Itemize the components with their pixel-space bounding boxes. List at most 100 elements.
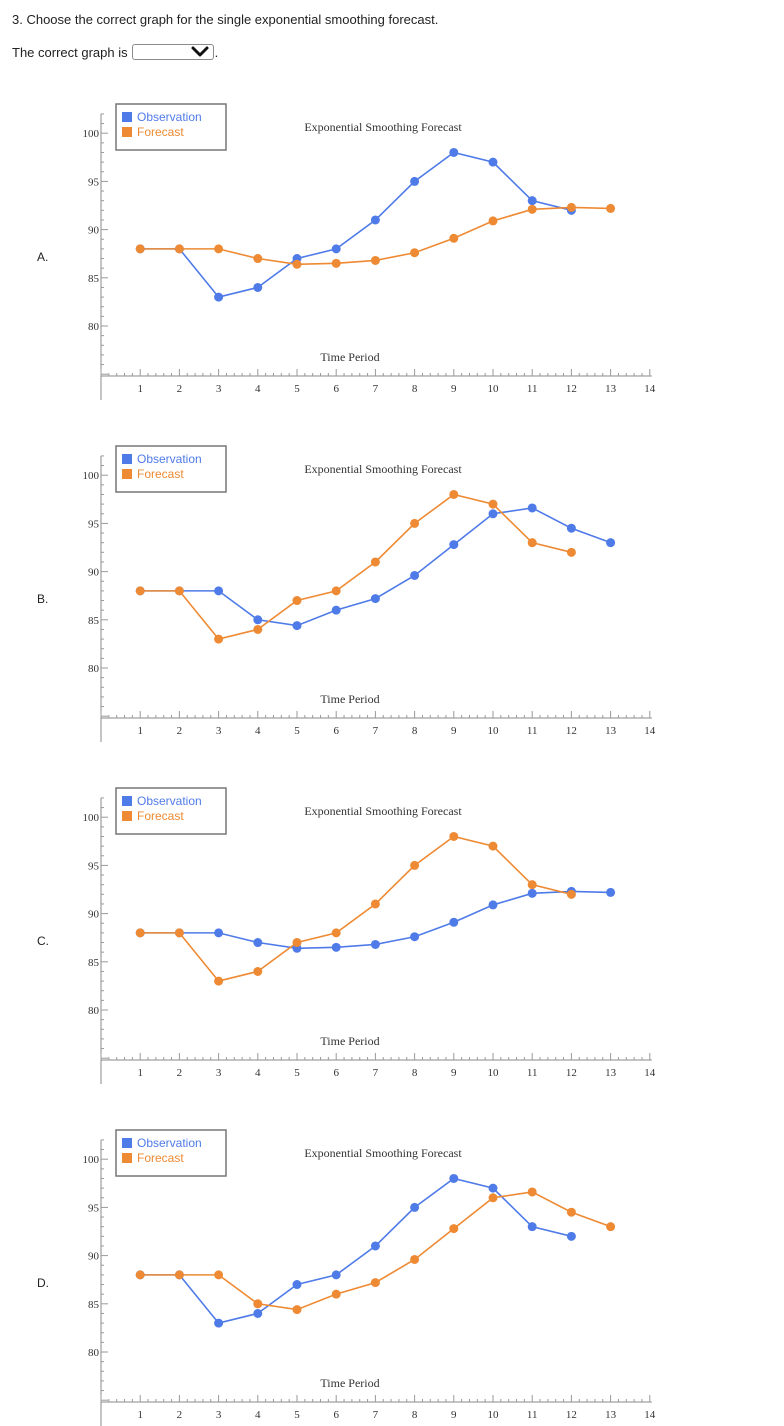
chart-title: Exponential Smoothing Forecast <box>304 462 462 476</box>
x-axis-label: Time Period <box>320 692 379 706</box>
y-tick-label: 90 <box>88 909 100 921</box>
data-point <box>253 966 263 976</box>
data-point <box>410 248 420 258</box>
data-point <box>449 917 459 927</box>
legend-box <box>115 445 227 493</box>
legend-label: Observation <box>137 1136 202 1150</box>
option-label-c: C. <box>37 934 49 948</box>
y-tick-label: 90 <box>88 1251 100 1263</box>
data-point <box>135 928 145 938</box>
series-line <box>140 493 572 640</box>
y-tick-label: 85 <box>88 957 100 969</box>
x-tick-label: 3 <box>216 383 222 395</box>
y-tick-label: 80 <box>88 321 100 333</box>
data-point <box>566 1231 576 1241</box>
y-tick-label: 85 <box>88 615 100 627</box>
x-tick-label: 1 <box>137 725 143 737</box>
question-text: 3. Choose the correct graph for the sing… <box>12 12 439 27</box>
x-tick-label: 6 <box>333 725 339 737</box>
data-point <box>449 233 459 243</box>
data-point <box>331 258 341 268</box>
x-tick-label: 7 <box>373 1067 379 1079</box>
x-tick-label: 3 <box>216 1067 222 1079</box>
data-point <box>606 203 616 213</box>
y-tick-label: 95 <box>88 176 100 188</box>
x-tick-label: 2 <box>177 1409 183 1421</box>
data-point <box>488 841 498 851</box>
x-tick-label: 1 <box>137 1067 143 1079</box>
x-tick-label: 14 <box>644 1067 656 1079</box>
answer-dropdown[interactable] <box>131 44 214 60</box>
x-tick-label: 14 <box>644 383 656 395</box>
legend-label: Forecast <box>137 125 184 139</box>
data-point <box>606 538 616 548</box>
x-tick-label: 6 <box>333 1409 339 1421</box>
y-tick-label: 80 <box>88 663 100 675</box>
x-tick-label: 4 <box>255 1409 261 1421</box>
data-point <box>253 615 263 625</box>
x-tick-label: 13 <box>605 383 617 395</box>
data-point <box>214 1270 224 1280</box>
data-point <box>449 1173 459 1183</box>
data-point <box>370 594 380 604</box>
x-tick-label: 10 <box>488 383 500 395</box>
data-point <box>566 889 576 899</box>
x-axis-label: Time Period <box>320 1376 379 1390</box>
series-line <box>140 151 572 298</box>
series-line <box>140 835 572 982</box>
x-tick-label: 13 <box>605 1409 617 1421</box>
y-tick-label: 100 <box>83 470 100 482</box>
data-point <box>253 1308 263 1318</box>
data-point <box>527 538 537 548</box>
data-point <box>566 547 576 557</box>
x-tick-label: 8 <box>412 1409 418 1421</box>
option-label-a: A. <box>37 250 49 264</box>
data-point <box>527 196 537 206</box>
x-tick-label: 10 <box>488 1409 500 1421</box>
legend-label: Forecast <box>137 809 184 823</box>
x-tick-label: 5 <box>294 383 300 395</box>
y-tick-label: 90 <box>88 567 100 579</box>
data-point <box>566 1207 576 1217</box>
y-tick-label: 100 <box>83 812 100 824</box>
x-tick-label: 3 <box>216 1409 222 1421</box>
data-point <box>174 244 184 254</box>
x-tick-label: 14 <box>644 725 656 737</box>
data-point <box>214 928 224 938</box>
x-tick-label: 12 <box>566 383 577 395</box>
legend-swatch <box>122 127 132 137</box>
x-tick-label: 2 <box>177 725 183 737</box>
y-tick-label: 100 <box>83 1154 100 1166</box>
legend-box <box>115 1129 227 1177</box>
answer-prefix: The correct graph is <box>12 44 128 60</box>
data-point <box>214 244 224 254</box>
data-point <box>527 1222 537 1232</box>
chart-title: Exponential Smoothing Forecast <box>304 120 462 134</box>
x-tick-label: 8 <box>412 1067 418 1079</box>
y-tick-label: 95 <box>88 518 100 530</box>
x-tick-label: 1 <box>137 383 143 395</box>
x-tick-label: 11 <box>527 383 538 395</box>
data-point <box>292 938 302 948</box>
data-point <box>527 1187 537 1197</box>
series-line <box>140 1177 572 1324</box>
x-tick-label: 9 <box>451 725 457 737</box>
data-point <box>331 1270 341 1280</box>
x-tick-label: 4 <box>255 383 261 395</box>
legend-swatch <box>122 112 132 122</box>
x-tick-label: 9 <box>451 1409 457 1421</box>
x-tick-label: 12 <box>566 1409 577 1421</box>
x-tick-label: 2 <box>177 1067 183 1079</box>
x-tick-label: 14 <box>644 1409 656 1421</box>
data-point <box>488 157 498 167</box>
x-tick-label: 8 <box>412 383 418 395</box>
data-point <box>449 831 459 841</box>
y-tick-label: 80 <box>88 1005 100 1017</box>
x-tick-label: 5 <box>294 725 300 737</box>
chart-title: Exponential Smoothing Forecast <box>304 1146 462 1160</box>
data-point <box>370 215 380 225</box>
data-point <box>527 888 537 898</box>
answer-line: The correct graph is . <box>12 44 218 60</box>
data-point <box>606 887 616 897</box>
